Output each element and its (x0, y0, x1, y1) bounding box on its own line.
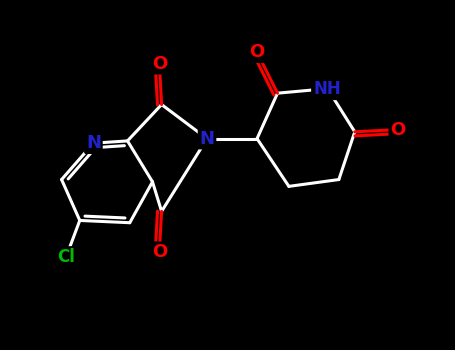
Text: Cl: Cl (57, 248, 75, 266)
Text: N: N (200, 130, 215, 148)
Text: O: O (390, 120, 405, 139)
Text: O: O (152, 243, 167, 261)
Text: N: N (86, 134, 101, 152)
Text: NH: NH (313, 80, 341, 98)
Text: O: O (152, 55, 167, 73)
Text: O: O (249, 43, 265, 61)
